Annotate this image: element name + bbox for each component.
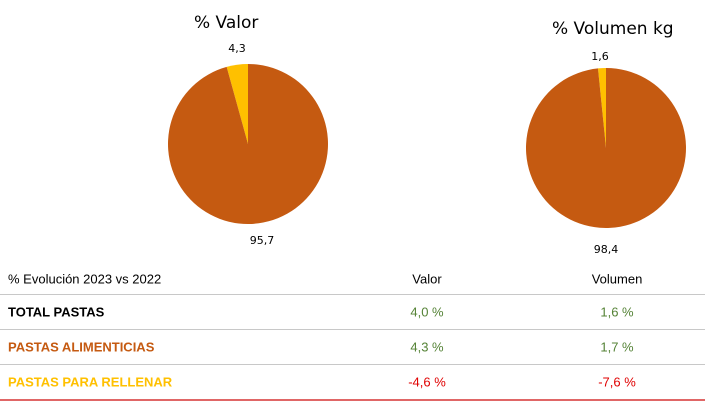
pie-slice-95-7: [168, 64, 328, 224]
evolution-table: % Evolución 2023 vs 2022 Valor Volumen T…: [0, 264, 705, 401]
chart-title-volumen: % Volumen kg: [552, 19, 674, 39]
row-valor: -4,6 %: [408, 374, 446, 390]
row-label-pastas-para-rellenar: PASTAS PARA RELLENAR: [8, 374, 173, 390]
table-row: TOTAL PASTAS 4,0 % 1,6 %: [0, 295, 705, 330]
pie-data-label: 95,7: [250, 234, 275, 247]
row-label-pastas-alimenticias: PASTAS ALIMENTICIAS: [8, 339, 155, 355]
pie-data-label: 4,3: [228, 42, 246, 55]
table-header-row: % Evolución 2023 vs 2022 Valor Volumen: [0, 264, 705, 295]
pie-slice-1-6: [597, 68, 606, 148]
header-volumen: Volumen: [591, 271, 643, 287]
pie-slice-98-4: [526, 68, 687, 229]
chart-title-valor: % Valor: [194, 13, 259, 33]
row-volumen: -7,6 %: [598, 374, 636, 390]
pie-data-label: 1,6: [591, 50, 609, 63]
row-valor: 4,3 %: [410, 339, 444, 355]
row-valor: 4,0 %: [410, 304, 444, 320]
table-row: PASTAS PARA RELLENAR -4,6 % -7,6 %: [0, 365, 705, 401]
row-volumen: 1,6 %: [600, 304, 634, 320]
row-label-total-pastas: TOTAL PASTAS: [8, 304, 105, 320]
header-valor: Valor: [412, 271, 442, 287]
pie-slice-4-3: [226, 64, 248, 144]
row-volumen: 1,7 %: [600, 339, 634, 355]
pie-data-label: 98,4: [594, 243, 619, 256]
header-label: % Evolución 2023 vs 2022: [8, 271, 162, 287]
table-row: PASTAS ALIMENTICIAS 4,3 % 1,7 %: [0, 330, 705, 365]
